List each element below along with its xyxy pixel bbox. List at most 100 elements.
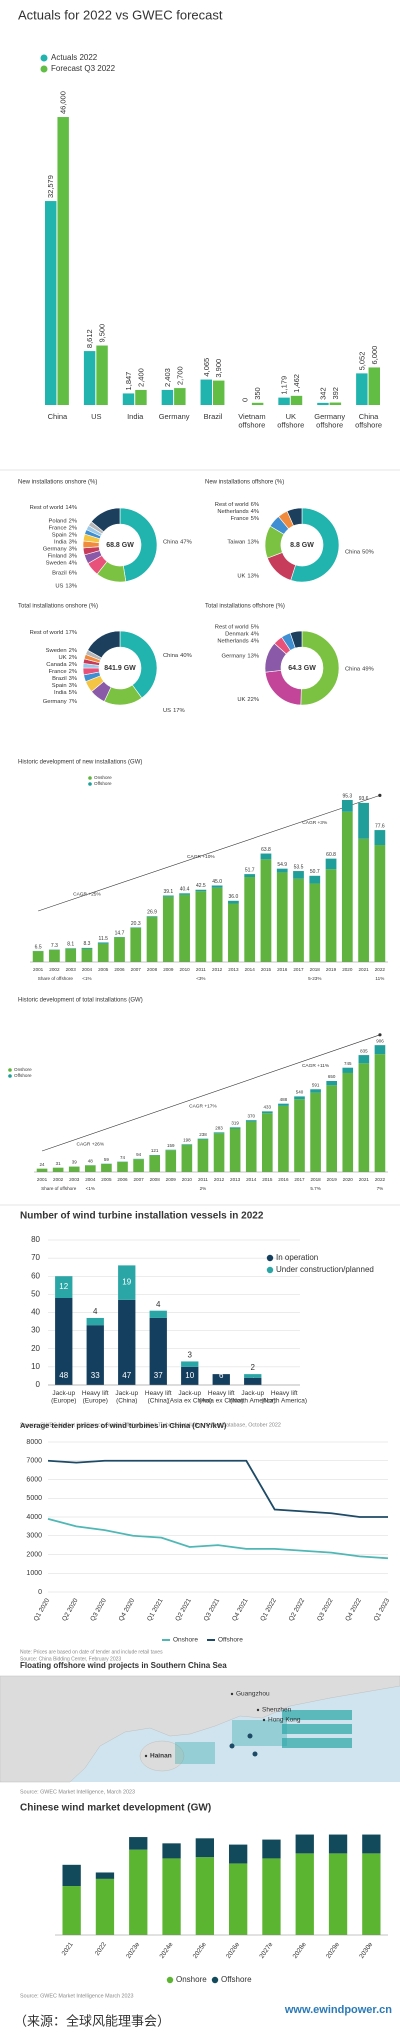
x-tick-label: Germany [159,412,190,421]
x-tick-label: 2007 [133,1177,144,1182]
x-tick-label: 2013 [228,967,239,972]
bar [135,389,147,405]
share-value: <3% [196,976,205,981]
pie-center-label: 8.8 GW [290,542,314,549]
chart-title: Historic development of new installation… [18,760,142,766]
bar-segment [149,1317,167,1385]
pie-label-name: Germany [222,653,246,659]
pie-label-value: 2% [69,648,77,654]
x-tick-label: 2015 [261,967,272,972]
x-tick-label: 2020 [343,1177,354,1182]
legend-label: Onshore [173,1637,198,1644]
pie-label-value: 13% [247,539,259,545]
y-tick-label: 1000 [26,1570,42,1577]
bar-segment [197,1138,209,1140]
pie-label-value: 5% [251,624,259,630]
pie-label: China 40% [163,653,192,659]
bar-segment [328,1853,348,1935]
total-label: 14.7 [115,930,125,936]
city-dot [256,1708,260,1712]
pie-label: US 13% [55,583,77,589]
bar-segment [244,877,256,962]
x-tick-label: 2021 [359,1177,370,1182]
pie-label-name: India [54,539,67,545]
bar-segment [149,1310,167,1318]
bar-segment [146,916,158,917]
share-value: 7% [377,1186,384,1191]
bar-segment [52,1167,64,1172]
bar-segment [244,874,256,877]
x-tick-label: 2003 [69,1177,80,1182]
x-tick-label: 2004 [82,967,93,972]
x-tick-label: Vietnam offshore [238,412,265,430]
pie-slice [300,630,340,706]
share-value: 11% [375,976,384,981]
pie-label-value: 13% [247,653,259,659]
pie-label-name: India [54,690,67,696]
pie-label-value: 17% [65,629,77,635]
bar-segment [86,1325,104,1385]
share-label: Share of offshore [41,1186,77,1191]
y-tick-label: 8000 [26,1439,42,1446]
annotation: CAGR +11% [302,1063,330,1069]
bar [213,380,225,405]
x-tick-label: 2015 [262,1177,273,1182]
source-note: Source: GWEC Market Intelligence March 2… [20,1993,134,1999]
pie-label-name: US [163,707,171,713]
y-tick-label: 40 [31,1308,40,1317]
pie-label-value: 50% [362,549,374,555]
y-tick-label: 20 [31,1344,40,1353]
bar-segment [293,878,304,962]
pie-label-name: UK [237,573,245,579]
pie-label: Canada 2% [46,662,77,668]
x-tick-label: Heavy lift (China) [145,1390,172,1404]
pie-label-name: Spain [52,683,67,689]
bar-segment [342,1072,354,1172]
pie-slice [119,507,158,582]
annotation: CAGR +3% [302,820,328,826]
segment-label: 10 [185,1371,194,1380]
value-label: 6,000 [370,346,379,365]
bar-segment [211,885,223,888]
bar-segment [358,802,369,839]
bar-segment [65,948,77,949]
pie-label-value: 4% [251,508,259,514]
legend-label: Actuals 2022 [51,53,98,62]
project-zone [175,1742,215,1764]
city-dot [262,1718,266,1722]
bar-segment [162,1843,181,1859]
total-label: 7.3 [51,943,58,949]
pie-label: Brazil 6% [52,570,77,576]
bar-segment [262,1111,273,1114]
x-tick-label: 2016 [278,1177,289,1182]
pie-label-name: UK [237,696,245,702]
pie-center-label: 68.8 GW [106,542,134,549]
x-tick-label: Jack-up (China) [115,1390,138,1404]
segment-label: 2 [251,1363,256,1372]
total-label: 42.5 [196,883,206,889]
bar-segment [342,1067,354,1073]
bar-segment [55,1276,73,1298]
x-tick-label: 2013 [230,1177,241,1182]
value-label: 342 [318,387,327,400]
total-label: 45.0 [212,879,222,885]
bar-segment [362,1853,381,1935]
pie-label-name: Rest of world [30,629,64,635]
bar-segment [295,1853,314,1935]
total-label: 60.8 [326,852,336,858]
y-tick-label: 5000 [26,1495,42,1502]
bar-segment [229,1127,241,1129]
legend-label: Forecast Q3 2022 [51,64,116,73]
bar-segment [262,1839,281,1859]
total-label: 51.7 [245,867,255,873]
bar [57,117,69,405]
pie-label: Germany 3% [43,546,77,552]
total-label: 8.1 [67,942,74,948]
pie-label-name: Canada [46,662,67,668]
bar-segment [129,1849,148,1935]
bar [174,388,186,405]
map-label: Hainan [150,1753,172,1760]
pie-label-value: 5% [69,690,77,696]
bar [368,367,380,405]
y-tick-label: 6000 [26,1476,42,1483]
